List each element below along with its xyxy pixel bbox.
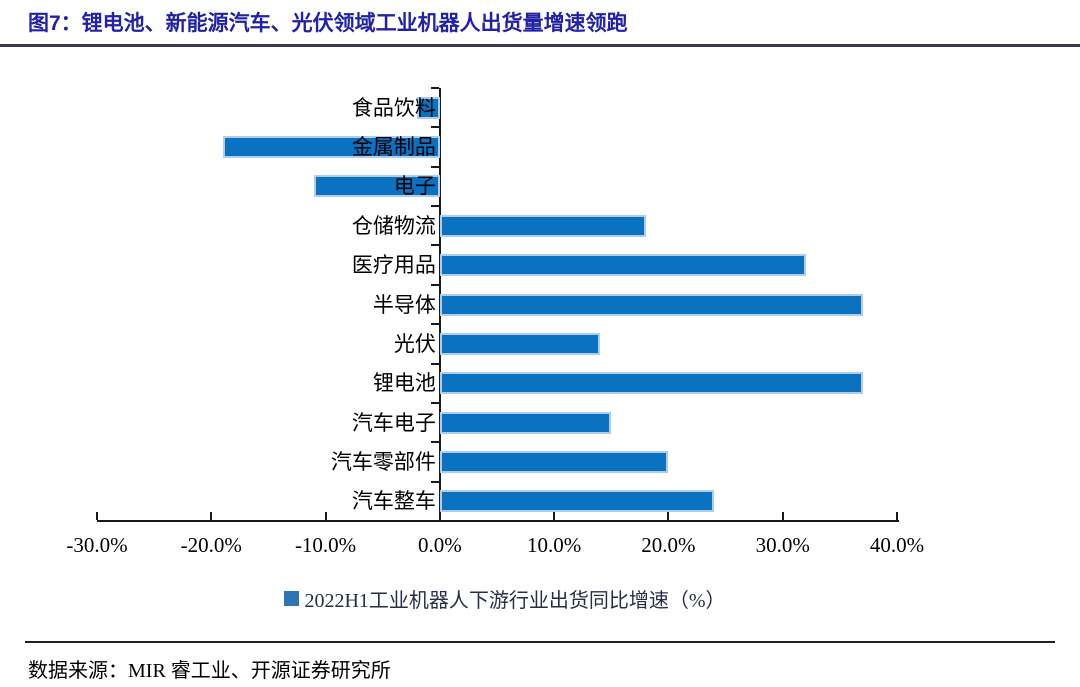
title-divider bbox=[0, 44, 1080, 47]
bar-1 bbox=[417, 96, 440, 119]
y-axis-tick bbox=[430, 283, 439, 286]
category-label: 半导体 bbox=[372, 292, 436, 317]
x-axis-tick bbox=[896, 512, 898, 520]
x-axis-tick-label: -30.0% bbox=[66, 533, 128, 557]
bar-2 bbox=[222, 136, 440, 159]
bar-3 bbox=[314, 175, 440, 198]
y-axis-tick bbox=[430, 87, 439, 89]
category-label: 汽车电子 bbox=[351, 410, 436, 435]
x-axis-tick-label: -20.0% bbox=[180, 533, 242, 557]
x-axis-tick bbox=[324, 512, 327, 520]
bar-11 bbox=[439, 490, 715, 513]
y-axis-tick bbox=[430, 441, 439, 444]
category-label: 仓储物流 bbox=[351, 213, 436, 238]
figure-title: 图7：锂电池、新能源汽车、光伏领域工业机器人出货量增速领跑 bbox=[28, 12, 628, 35]
chart-legend: 2022H1工业机器人下游行业出货同比增速（%） bbox=[0, 584, 1010, 613]
bar-9 bbox=[439, 411, 612, 434]
x-axis-tick-label: 20.0% bbox=[641, 533, 696, 557]
x-axis-tick-label: 0.0% bbox=[417, 533, 462, 557]
y-axis-tick bbox=[430, 126, 439, 129]
x-axis-tick-label: -10.0% bbox=[294, 533, 357, 557]
bar-4 bbox=[439, 214, 646, 237]
category-label: 金属制品 bbox=[351, 135, 436, 160]
x-axis-tick bbox=[667, 512, 670, 520]
category-label: 锂电池 bbox=[372, 371, 436, 396]
bar-6 bbox=[439, 293, 863, 316]
y-axis-tick bbox=[430, 165, 439, 168]
y-axis-tick bbox=[430, 244, 439, 247]
bar-5 bbox=[439, 254, 806, 277]
x-axis-tick bbox=[781, 512, 784, 520]
category-label: 食品饮料 bbox=[351, 95, 436, 120]
category-label: 光伏 bbox=[393, 331, 436, 356]
category-label: 汽车零部件 bbox=[330, 449, 436, 474]
footer-divider bbox=[25, 641, 1055, 643]
y-axis-tick bbox=[430, 323, 439, 326]
bar-7 bbox=[439, 332, 600, 355]
x-axis-line bbox=[97, 520, 899, 522]
x-axis-tick-label: 40.0% bbox=[869, 533, 925, 557]
category-label: 电子 bbox=[393, 174, 436, 199]
x-axis-tick-label: 10.0% bbox=[527, 533, 582, 557]
category-label: 汽车整车 bbox=[351, 489, 436, 514]
y-axis-tick bbox=[430, 362, 439, 365]
x-axis-tick-label: 30.0% bbox=[755, 533, 810, 557]
y-axis-tick bbox=[430, 205, 439, 208]
x-axis-tick bbox=[96, 512, 98, 520]
y-axis-tick bbox=[430, 480, 439, 483]
x-axis-tick bbox=[438, 512, 441, 520]
data-source-text: 数据来源：MIR 睿工业、开源证券研究所 bbox=[28, 660, 391, 682]
x-axis-tick bbox=[553, 512, 556, 520]
bar-10 bbox=[439, 450, 669, 473]
bar-chart-plot: 食品饮料金属制品电子仓储物流医疗用品半导体光伏锂电池汽车电子汽车零部件汽车整车 -… bbox=[0, 87, 1080, 557]
bar-8 bbox=[439, 372, 863, 395]
legend-swatch-icon bbox=[284, 591, 300, 606]
y-axis-tick bbox=[430, 401, 439, 404]
category-label: 医疗用品 bbox=[351, 253, 436, 278]
legend-label: 2022H1工业机器人下游行业出货同比增速（%） bbox=[304, 590, 726, 612]
x-axis-tick bbox=[210, 512, 213, 520]
